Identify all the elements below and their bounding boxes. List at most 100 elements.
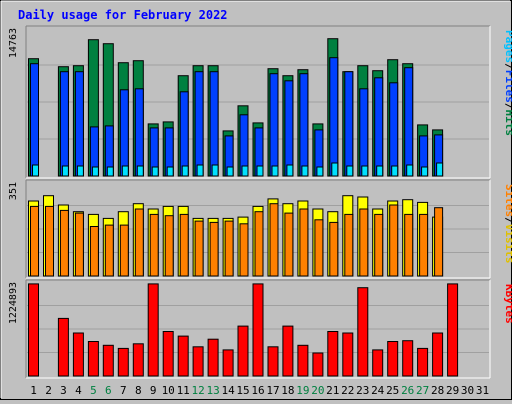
x-tick-label-day-16: 16 — [251, 384, 264, 397]
bar-kbytes-day-10 — [162, 331, 174, 377]
bar-files-day-24 — [374, 77, 384, 177]
bar-pages-day-3 — [61, 165, 69, 177]
bar-files-day-21 — [329, 57, 339, 177]
x-tick-label-day-7: 7 — [120, 384, 127, 397]
x-tick-label-day-11: 11 — [177, 384, 190, 397]
bar-files-day-3 — [59, 71, 69, 177]
bar-sites-day-14 — [224, 220, 234, 277]
bar-sites-day-9 — [149, 213, 159, 277]
bar-sites-day-22 — [344, 213, 354, 277]
x-tick-label-day-24: 24 — [371, 384, 385, 397]
bar-pages-day-25 — [391, 165, 399, 177]
bar-kbytes-day-24 — [372, 349, 384, 377]
x-tick-label-day-2: 2 — [45, 384, 52, 397]
bar-pages-day-10 — [166, 166, 174, 177]
bar-kbytes-day-4 — [72, 332, 84, 377]
bar-kbytes-day-26 — [402, 340, 414, 377]
bar-files-day-12 — [194, 71, 204, 177]
bar-sites-day-16 — [254, 211, 264, 277]
y-max-label: 1224893 — [8, 282, 19, 324]
bar-kbytes-day-5 — [87, 341, 99, 377]
bar-kbytes-day-1 — [28, 283, 39, 377]
bar-kbytes-day-29 — [447, 283, 459, 377]
bar-pages-day-17 — [271, 165, 279, 177]
bar-sites-day-2 — [45, 205, 54, 277]
x-tick-label-day-26: 26 — [401, 384, 414, 397]
bar-sites-day-10 — [164, 215, 174, 277]
y-max-label: 14763 — [8, 28, 19, 58]
bar-files-day-7 — [119, 89, 129, 177]
bar-sites-day-23 — [359, 208, 369, 277]
bar-kbytes-day-20 — [312, 352, 324, 377]
x-tick-label-day-4: 4 — [75, 384, 82, 397]
side-legend: KBytes — [503, 284, 512, 324]
x-tick-label-day-6: 6 — [105, 384, 112, 397]
side-legend: Pages/Files/Hits — [503, 30, 512, 136]
x-tick-label-day-9: 9 — [150, 384, 157, 397]
bar-pages-day-15 — [241, 165, 249, 177]
bar-files-day-26 — [404, 67, 414, 177]
bar-sites-day-12 — [194, 220, 204, 277]
side-legend-kbytes: KBytes — [503, 284, 512, 324]
x-axis-labels: 1 2 3 4 5 6 7 8 9 10 11 12 13 14 15 16 17 18 19 20 21 22 23 24 2… — [30, 384, 489, 397]
x-tick-label-day-28: 28 — [431, 384, 444, 397]
bar-files-day-13 — [209, 71, 219, 177]
bar-sites-day-18 — [284, 212, 294, 277]
bar-files-day-11 — [179, 91, 189, 177]
bar-sites-day-8 — [134, 208, 144, 277]
bar-sites-day-3 — [59, 209, 69, 277]
bar-files-day-17 — [269, 73, 279, 177]
x-tick-label-day-23: 23 — [356, 384, 369, 397]
x-tick-label-day-30: 30 — [461, 384, 474, 397]
bar-kbytes-day-14 — [222, 349, 234, 377]
bar-files-day-4 — [74, 71, 84, 177]
bar-pages-day-16 — [256, 165, 264, 177]
x-tick-label-day-27: 27 — [416, 384, 429, 397]
bar-kbytes-day-23 — [357, 287, 369, 377]
bar-sites-day-19 — [299, 208, 309, 277]
bar-pages-day-18 — [286, 164, 294, 177]
bar-files-day-23 — [359, 88, 369, 177]
bar-pages-day-9 — [151, 166, 159, 177]
x-tick-label-day-8: 8 — [135, 384, 142, 397]
side-legend-separator: / — [503, 63, 512, 70]
x-tick-label-day-1: 1 — [30, 384, 37, 397]
sites-panel: 351 Sites/Visits — [8, 179, 512, 279]
x-tick-label-day-19: 19 — [296, 384, 309, 397]
x-tick-label-day-10: 10 — [162, 384, 175, 397]
side-legend-separator: / — [503, 103, 512, 110]
bar-kbytes-day-28 — [432, 332, 444, 377]
bar-sites-day-21 — [329, 221, 339, 277]
bar-pages-day-26 — [406, 164, 414, 177]
side-legend-separator: / — [503, 217, 512, 224]
side-legend: Sites/Visits — [503, 184, 512, 264]
bar-sites-day-6 — [104, 224, 114, 277]
bar-kbytes-day-12 — [192, 346, 204, 377]
bar-sites-day-11 — [179, 213, 189, 277]
bar-sites-day-5 — [89, 226, 99, 277]
x-tick-label-day-17: 17 — [266, 384, 279, 397]
bar-pages-day-27 — [421, 166, 429, 177]
bar-pages-day-7 — [121, 165, 129, 177]
bar-sites-day-17 — [269, 203, 279, 277]
side-legend-pages: Pages — [503, 30, 512, 63]
bar-kbytes-day-16 — [252, 283, 264, 377]
bar-files-day-18 — [284, 80, 294, 177]
bar-sites-day-24 — [374, 213, 384, 277]
x-tick-label-day-29: 29 — [446, 384, 459, 397]
bar-kbytes-day-7 — [117, 347, 129, 377]
bar-sites-day-7 — [119, 224, 129, 277]
side-legend-sites: Sites — [503, 184, 512, 217]
bar-kbytes-day-25 — [387, 341, 399, 377]
bar-files-day-1 — [30, 63, 39, 177]
bar-files-day-19 — [299, 73, 309, 177]
x-tick-label-day-21: 21 — [326, 384, 339, 397]
bar-kbytes-day-11 — [177, 335, 189, 377]
bar-pages-day-6 — [106, 166, 114, 177]
bar-files-day-25 — [389, 82, 399, 177]
bar-pages-day-14 — [226, 166, 234, 177]
x-tick-label-day-15: 15 — [236, 384, 249, 397]
bar-pages-day-21 — [331, 162, 339, 177]
bar-kbytes-day-3 — [57, 317, 69, 377]
